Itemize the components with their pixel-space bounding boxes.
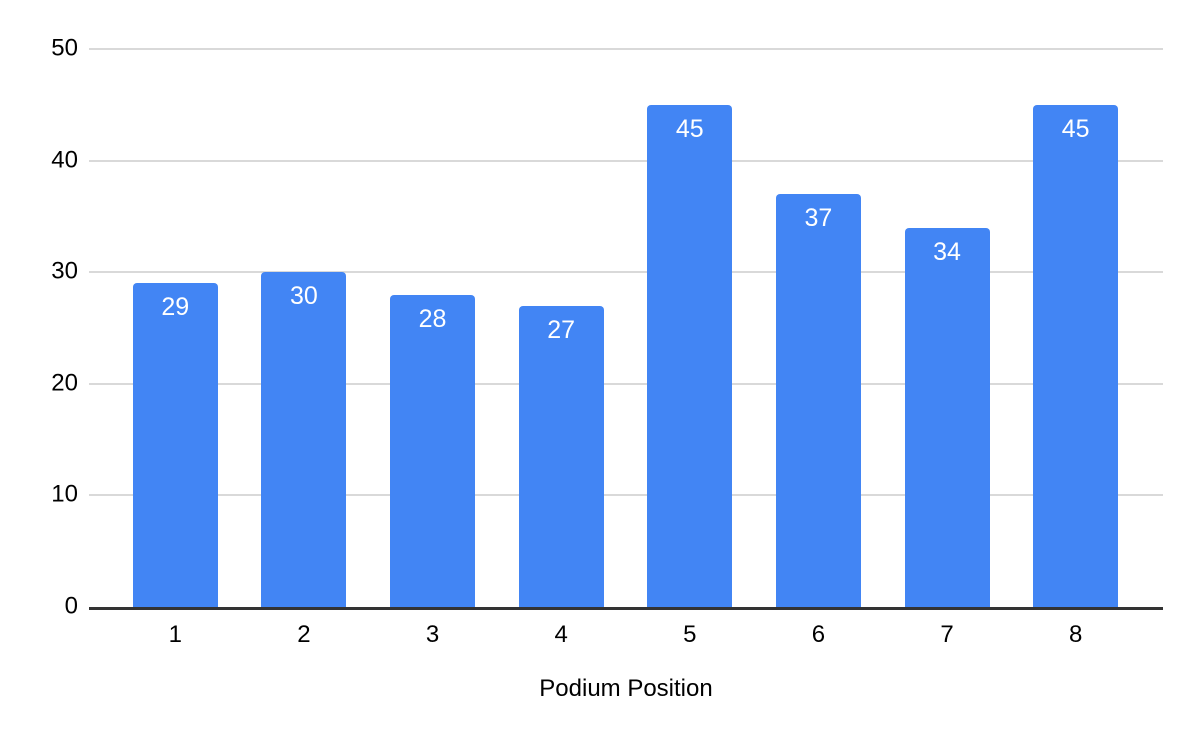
- bar-value-label: 34: [933, 237, 961, 266]
- bar-slot: 45: [1011, 49, 1140, 607]
- gridline: [89, 382, 1163, 385]
- bar-value-label: 28: [418, 304, 447, 333]
- gridlines: [89, 48, 1163, 607]
- bar[interactable]: 27: [518, 305, 604, 607]
- plot-area: 29 30 28 27 45 37 34 45: [89, 48, 1163, 610]
- y-axis-tick-label: 50: [51, 34, 78, 62]
- bars-layer: 29 30 28 27 45 37 34 45: [111, 49, 1140, 607]
- bar-value-label: 30: [290, 282, 318, 311]
- y-axis: 0 10 20 30 40 50: [0, 35, 78, 620]
- gridline: [89, 48, 1163, 50]
- bar-value-label: 37: [804, 204, 833, 233]
- bar-slot: 28: [368, 49, 497, 607]
- y-axis-tick-label: 10: [51, 480, 78, 508]
- x-axis-tick-label: 5: [683, 621, 697, 648]
- bar-slot: 34: [883, 49, 1012, 607]
- bar[interactable]: 37: [775, 194, 861, 607]
- gridline: [89, 159, 1163, 162]
- bar-slot: 30: [240, 49, 369, 607]
- x-axis-tick-label: 6: [811, 621, 826, 648]
- bar[interactable]: 34: [904, 227, 990, 607]
- x-axis: 1 2 3 4 5 6 7 8: [111, 610, 1140, 650]
- bar-slot: 29: [111, 49, 240, 607]
- bar-slot: 37: [754, 49, 883, 607]
- bar[interactable]: 29: [132, 283, 218, 607]
- bar-slot: 45: [626, 49, 755, 607]
- y-axis-tick-label: 20: [51, 369, 78, 397]
- x-axis-tick-label: 4: [554, 621, 568, 648]
- gridline: [89, 271, 1163, 274]
- bar[interactable]: 28: [390, 294, 476, 607]
- bar-value-label: 45: [675, 114, 704, 143]
- x-axis-title: Podium Position: [539, 675, 713, 702]
- y-axis-tick-label: 0: [64, 592, 78, 620]
- bar-value-label: 45: [1061, 114, 1090, 143]
- x-axis-tick-label: 3: [425, 621, 440, 648]
- x-axis-tick-label: 8: [1069, 621, 1083, 648]
- x-axis-tick-label: 1: [168, 621, 182, 648]
- bar[interactable]: 45: [647, 104, 733, 607]
- bar-slot: 27: [497, 49, 626, 607]
- gridline: [89, 494, 1163, 497]
- bar[interactable]: 30: [261, 272, 347, 607]
- y-axis-tick-label: 40: [51, 146, 78, 174]
- bar[interactable]: 45: [1033, 104, 1119, 607]
- y-axis-tick-label: 30: [51, 257, 78, 285]
- bar-value-label: 27: [547, 315, 576, 344]
- x-axis-tick-label: 2: [297, 621, 311, 648]
- x-axis-tick-label: 7: [940, 621, 954, 648]
- bar-value-label: 29: [161, 293, 190, 322]
